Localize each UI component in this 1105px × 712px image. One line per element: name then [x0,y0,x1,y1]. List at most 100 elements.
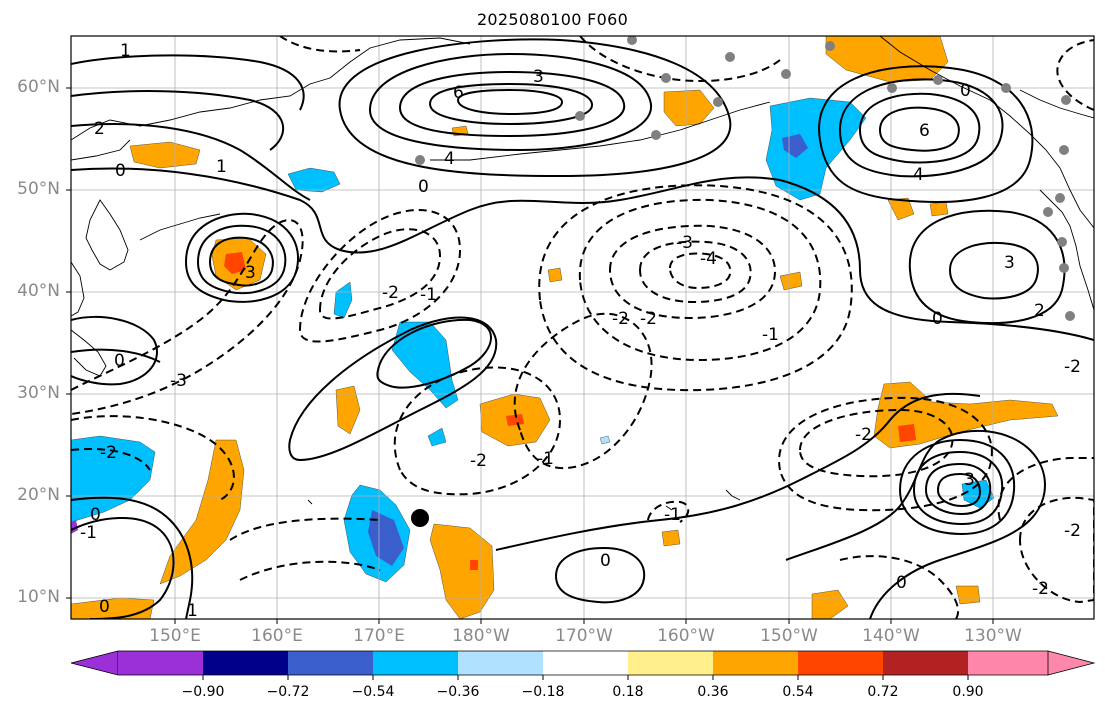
colorbar-segment [883,651,968,675]
lat-label: 10°N [17,587,60,607]
contour-label: -1 [762,325,779,345]
lon-label: 160°W [657,626,715,646]
positive-contour [456,88,564,116]
contour-label: 2 [1034,301,1045,321]
positive-contour [878,106,960,152]
positive-shade [825,36,949,83]
colorbar-segment [798,651,883,675]
station-marker [661,73,671,83]
negative-contour [318,228,442,320]
colorbar [70,650,1096,680]
colorbar-tick-label: −0.72 [266,684,310,700]
positive-shade [335,385,361,435]
contour-label: 1 [120,41,131,61]
contour-label: 1 [216,157,227,177]
contour-label: -2 [382,283,399,303]
positive-contour [196,224,287,295]
contour-label: 0 [99,597,110,617]
positive-contour [908,209,1066,325]
negative-shade [368,510,404,566]
colorbar-under [70,650,119,676]
positive-shade [887,197,915,221]
contour-label: 0 [960,81,971,101]
negative-contour [513,312,653,470]
station-marker [781,69,791,79]
contour-label: 3 [533,67,544,87]
negative-contour [798,408,954,478]
negative-contour [638,240,752,304]
positive-contour [71,90,285,151]
lon-label: 140°W [862,626,920,646]
positive-contour [838,78,1004,178]
station-marker [1065,311,1075,321]
positive-contour [368,52,653,152]
positive-contour [338,38,732,178]
lon-label: 150°E [149,626,201,646]
positive-contour [936,472,982,508]
positive-contour [948,242,1039,300]
map-title: 2025080100 F060 [476,10,629,29]
lat-label: 20°N [17,485,60,505]
colorbar-segment [373,651,458,675]
positive-shade [929,201,949,217]
zero-contour [495,392,981,551]
negative-contour [279,36,361,53]
colorbar-segment [118,651,203,675]
contour-label: 3 [245,263,256,283]
colorbar-segment [968,651,1048,675]
contour-label: 0 [896,573,907,593]
positive-contour [71,316,158,386]
negative-shade [71,520,78,534]
contour-label: 0 [418,177,429,197]
positive-shade [547,267,563,283]
lat-label: 50°N [17,179,60,199]
colorbar-tick-label: 0.18 [612,684,644,700]
axis-ticks [66,87,994,624]
positive-contour [428,82,593,126]
positive-shade [898,424,916,442]
positive-contour [71,54,305,111]
negative-contour [608,224,776,320]
positive-shade [663,89,715,127]
colorbar-tick-label: 0.54 [782,684,814,700]
negative-contour [229,517,381,541]
contour-label: 3 [964,470,975,490]
contour-labels: 6 4 3 1 2 3 4 6 3 2 3 1 1 -2 -1 -3 -2 -4… [80,41,1081,619]
station-marker [713,97,723,107]
lat-label: 60°N [17,77,60,97]
positive-shade [811,589,849,619]
contour-label: -2 [855,425,872,445]
station-marker [1055,193,1065,203]
contour-label: 0 [90,505,101,525]
colorbar-segment [203,651,288,675]
station-marker [725,52,735,62]
negative-contour [239,560,381,581]
negative-shade [782,134,808,158]
contour-label: 4 [444,149,455,169]
colorbar-tick-label: 0.90 [952,684,984,700]
contour-label: -2 [640,309,657,329]
negative-contour [71,219,304,415]
station-marker [1059,263,1069,273]
negative-shade [427,427,447,447]
contour-label: -2 [1032,579,1049,599]
positive-contour [376,318,492,389]
positive-shade [506,414,524,426]
lon-label: 170°E [353,626,405,646]
negative-contour [997,457,1094,521]
lat-label: 30°N [17,383,60,403]
colorbar-segment [713,651,798,675]
center-marker [411,509,429,527]
negative-contour [579,36,781,83]
contour-label: -2 [100,443,117,463]
lon-label: 180°W [452,626,510,646]
negative-contour [1018,496,1094,604]
negative-shade [599,435,611,445]
negative-contour [578,198,822,362]
contour-label: -3 [676,233,693,253]
station-marker [1043,207,1053,217]
contour-label: 0 [114,351,125,371]
colorbar-tick-label: −0.54 [351,684,395,700]
contour-label: 0 [600,551,611,571]
zero-contour [71,496,194,619]
